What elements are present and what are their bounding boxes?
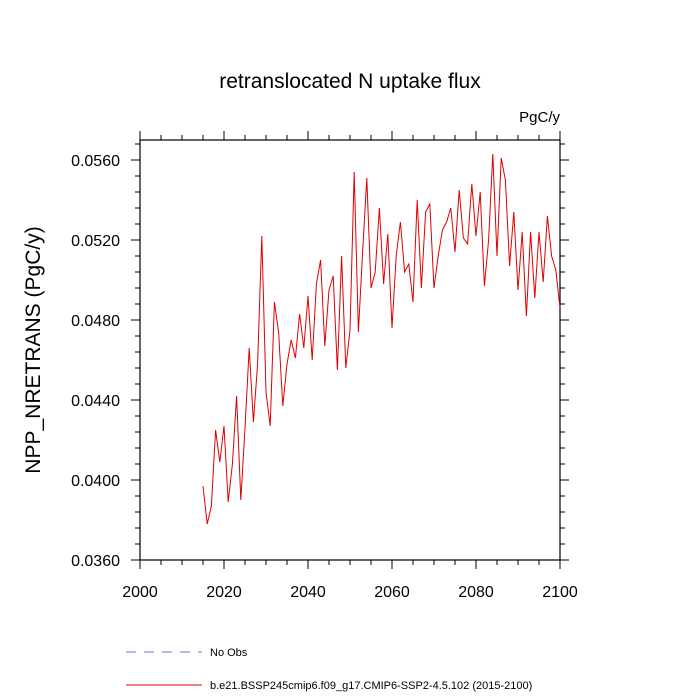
- x-tick-label: 2020: [206, 584, 242, 601]
- x-tick-label: 2080: [458, 584, 494, 601]
- y-tick-label: 0.0400: [71, 473, 120, 490]
- x-tick-label: 2040: [290, 584, 326, 601]
- legend-label: No Obs: [210, 647, 248, 659]
- y-tick-label: 0.0560: [71, 153, 120, 170]
- legend: No Obs b.e21.BSSP245cmip6.f09_g17.CMIP6-S…: [126, 647, 532, 692]
- legend-label: b.e21.BSSP245cmip6.f09_g17.CMIP6-SSP2-4.…: [210, 680, 532, 692]
- y-axis-label: NPP_NRETRANS (PgC/y): [22, 226, 45, 473]
- plot-frame: [139, 139, 561, 561]
- x-tick-label: 2100: [542, 584, 578, 601]
- units-label: PgC/y: [519, 109, 560, 126]
- x-tick-label: 2000: [122, 584, 158, 601]
- x-tick-label: 2060: [374, 584, 410, 601]
- y-tick-label: 0.0480: [71, 313, 120, 330]
- y-tick-label: 0.0360: [71, 553, 120, 570]
- chart-title: retranslocated N uptake flux: [219, 70, 481, 93]
- y-tick-label: 0.0440: [71, 393, 120, 410]
- y-tick-label: 0.0520: [71, 233, 120, 250]
- series-line: [202, 153, 561, 525]
- plot-area: 2000 2020 2040 2060 2080 2100 0.0360 0.0400 0.04…: [71, 131, 578, 601]
